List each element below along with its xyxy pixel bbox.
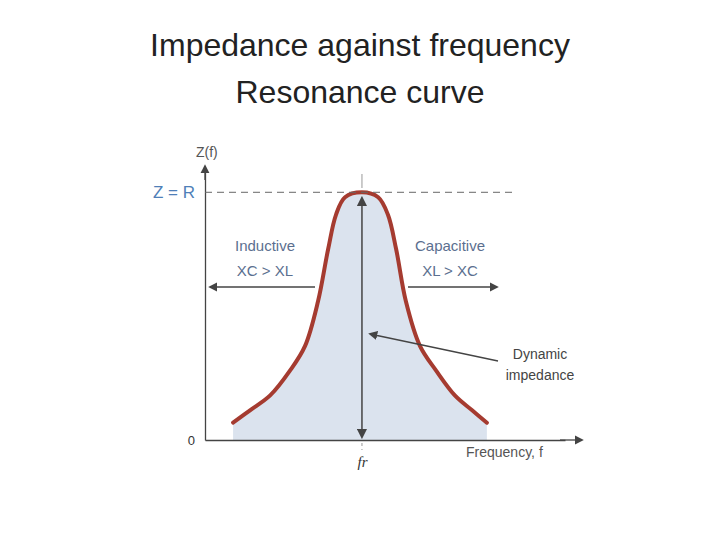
y-tick-label: 0 [188, 433, 195, 448]
annotation: XC > XL [237, 262, 293, 279]
x-axis-title: Frequency, f [466, 444, 543, 460]
resonance-curve [233, 192, 487, 422]
chart: Impedance against frequency Resonance cur… [0, 0, 720, 540]
x-tick: fr [357, 440, 367, 470]
x-guide-top [361, 174, 362, 188]
inductive-arrow [210, 286, 315, 287]
y-axis: 0 Z = R [153, 171, 206, 448]
annotation: impedance [506, 367, 575, 383]
title: Impedance against frequency [150, 27, 570, 63]
subtitle: Resonance curve [235, 74, 484, 110]
y-axis-line [205, 171, 206, 441]
capacitive-arrow [408, 286, 497, 287]
x-tick-label: fr [357, 454, 367, 470]
annotation: Inductive [235, 237, 295, 254]
area-fill [233, 192, 487, 440]
y-tick: Z = R [153, 183, 205, 202]
dynamic-impedance-arrow [361, 198, 363, 437]
x-axis-arrow [560, 439, 582, 440]
annotation: Dynamic [513, 346, 567, 362]
reference-line [205, 192, 515, 193]
y-axis-arrow [204, 166, 205, 180]
x-axis-line [206, 440, 566, 441]
y-axis-title: Z(f) [196, 144, 218, 160]
dynamic-pointer-arrow [370, 334, 498, 361]
annotation: Capacitive [415, 237, 485, 254]
y-tick-label: Z = R [153, 183, 195, 202]
annotation: XL > XC [422, 262, 478, 279]
plot-area [233, 192, 487, 440]
y-tick: 0 [188, 433, 205, 448]
x-guide-bottom [361, 443, 362, 450]
x-axis: fr [206, 440, 566, 470]
